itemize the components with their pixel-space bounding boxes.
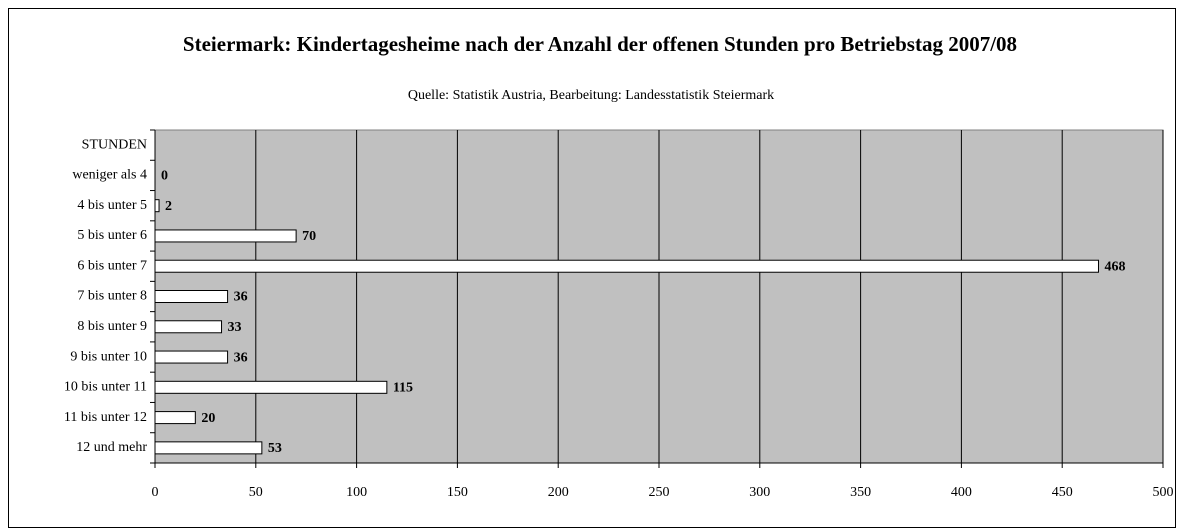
x-tick-label: 500 <box>1153 485 1174 500</box>
x-tick-label: 150 <box>447 485 468 500</box>
x-tick-label: 450 <box>1052 485 1073 500</box>
value-label: 20 <box>201 411 215 426</box>
y-tick-label: 11 bis unter 12 <box>64 410 147 425</box>
value-label: 36 <box>234 290 248 305</box>
value-label: 2 <box>165 199 172 214</box>
page: Steiermark: Kindertagesheime nach der An… <box>8 8 1176 528</box>
chart-subtitle: Quelle: Statistik Austria, Bearbeitung: … <box>407 88 775 103</box>
bar <box>154 380 388 394</box>
y-tick-label: 12 und mehr <box>76 440 147 455</box>
y-tick-label: 4 bis unter 5 <box>77 198 147 213</box>
chart: 0 50 100 150 200 250 300 350 400 450 500STUNDENwen… <box>64 129 1174 500</box>
value-label: 0 <box>161 169 168 184</box>
x-tick-label: 250 <box>649 485 670 500</box>
y-tick-label: 10 bis unter 11 <box>64 380 147 395</box>
x-tick-label: 100 <box>346 485 367 500</box>
bar <box>154 350 229 364</box>
x-tick-label: 200 <box>548 485 569 500</box>
chart-title: Steiermark: Kindertagesheime nach der An… <box>182 32 1018 56</box>
bar <box>154 411 196 425</box>
value-label: 53 <box>268 441 282 456</box>
y-tick-label: 5 bis unter 6 <box>77 228 147 243</box>
y-tick-label: weniger als 4 <box>72 168 147 183</box>
x-tick-label: 50 <box>249 485 263 500</box>
x-tick-label: 0 <box>152 485 159 500</box>
bar <box>154 229 297 243</box>
y-tick-label: STUNDEN <box>82 137 147 152</box>
value-label: 70 <box>302 229 316 244</box>
y-tick-label: 9 bis unter 10 <box>70 349 147 364</box>
value-label: 468 <box>1104 259 1125 274</box>
x-tick-label: 350 <box>850 485 871 500</box>
value-label: 36 <box>234 350 248 365</box>
y-tick-label: 6 bis unter 7 <box>77 258 147 273</box>
bar <box>154 290 229 303</box>
bar <box>154 259 1099 273</box>
bar <box>154 199 160 213</box>
bar <box>154 320 223 334</box>
y-tick-label: 8 bis unter 9 <box>77 319 147 334</box>
value-label: 33 <box>228 320 242 335</box>
value-label: 115 <box>393 381 413 396</box>
y-tick-label: 7 bis unter 8 <box>77 289 147 304</box>
bar <box>154 441 263 455</box>
x-tick-label: 300 <box>749 485 770 500</box>
x-tick-label: 400 <box>951 485 972 500</box>
